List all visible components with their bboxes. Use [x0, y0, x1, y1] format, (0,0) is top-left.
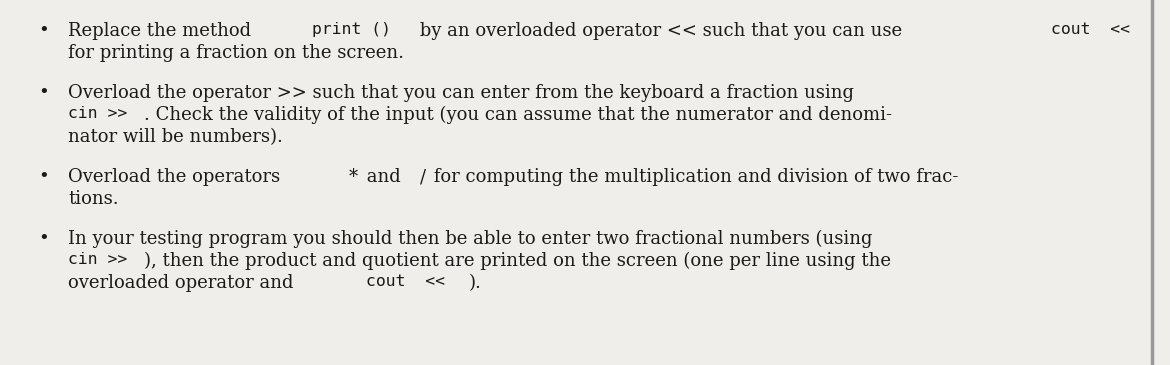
- Text: In your testing program you should then be able to enter two fractional numbers : In your testing program you should then …: [68, 230, 873, 248]
- Text: for computing the multiplication and division of two frac-: for computing the multiplication and div…: [427, 168, 958, 186]
- Text: •: •: [37, 22, 49, 40]
- Text: •: •: [37, 84, 49, 102]
- Text: cin >>: cin >>: [68, 252, 128, 267]
- Text: Replace the method: Replace the method: [68, 22, 257, 40]
- Text: and: and: [360, 168, 406, 186]
- Text: Overload the operators: Overload the operators: [68, 168, 285, 186]
- Text: nator will be numbers).: nator will be numbers).: [68, 128, 283, 146]
- Text: tions.: tions.: [68, 190, 118, 208]
- Text: cin >>: cin >>: [68, 106, 128, 121]
- Text: •: •: [37, 230, 49, 248]
- Text: print (): print (): [311, 22, 391, 37]
- Text: for printing a fraction on the screen.: for printing a fraction on the screen.: [68, 44, 404, 62]
- Text: ).: ).: [468, 274, 481, 292]
- Text: ), then the product and quotient are printed on the screen (one per line using t: ), then the product and quotient are pri…: [144, 252, 892, 270]
- Text: by an overloaded operator << such that you can use: by an overloaded operator << such that y…: [414, 22, 908, 40]
- Text: . Check the validity of the input (you can assume that the numerator and denomi-: . Check the validity of the input (you c…: [144, 106, 893, 124]
- Text: /: /: [420, 168, 426, 186]
- Text: *: *: [349, 168, 358, 186]
- Text: overloaded operator and: overloaded operator and: [68, 274, 300, 292]
- Text: cout  <<: cout <<: [1051, 22, 1130, 37]
- Text: cout  <<: cout <<: [366, 274, 446, 289]
- Text: •: •: [37, 168, 49, 186]
- Text: Overload the operator >> such that you can enter from the keyboard a fraction us: Overload the operator >> such that you c…: [68, 84, 854, 102]
